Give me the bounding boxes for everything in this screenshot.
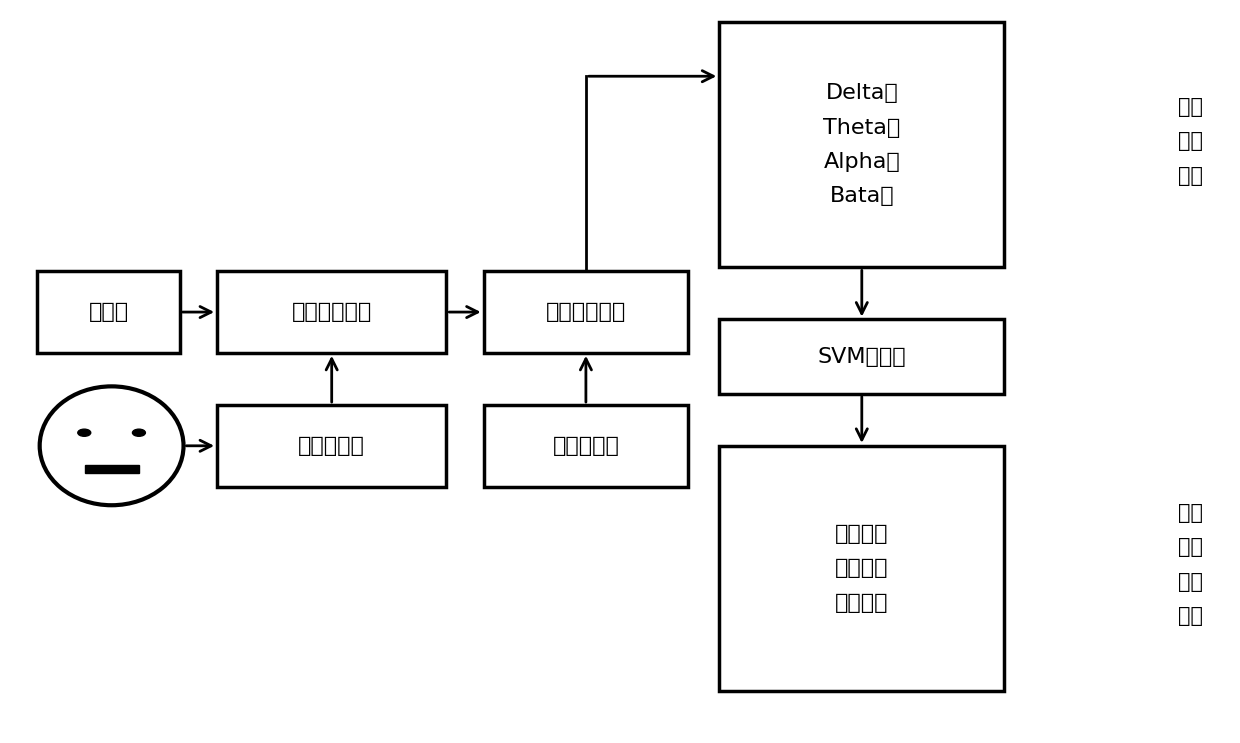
Bar xyxy=(484,405,688,487)
Bar xyxy=(217,405,446,487)
Text: 用户端: 用户端 xyxy=(88,302,129,322)
Ellipse shape xyxy=(40,386,184,505)
Ellipse shape xyxy=(133,429,145,436)
Bar xyxy=(719,319,1004,394)
Bar xyxy=(217,271,446,353)
Bar xyxy=(484,271,688,353)
Text: 脑电放大器: 脑电放大器 xyxy=(299,436,365,455)
Text: 脑电
信号
指标: 脑电 信号 指标 xyxy=(1178,97,1203,186)
Bar xyxy=(719,446,1004,691)
Text: SVM分类器: SVM分类器 xyxy=(817,347,906,366)
Text: 滤波、功率谱: 滤波、功率谱 xyxy=(546,302,626,322)
Text: 平静状态
应激状态
脱环状态: 平静状态 应激状态 脱环状态 xyxy=(835,524,889,613)
Bar xyxy=(84,465,139,473)
Ellipse shape xyxy=(78,429,91,436)
Text: Delta波
Theta波
Alpha波
Bata波: Delta波 Theta波 Alpha波 Bata波 xyxy=(823,83,900,207)
Bar xyxy=(719,22,1004,267)
Text: 认知
状态
识别
结果: 认知 状态 识别 结果 xyxy=(1178,503,1203,626)
Text: 处理分析器: 处理分析器 xyxy=(553,436,619,455)
Text: 脑电信号采集: 脑电信号采集 xyxy=(291,302,372,322)
Bar xyxy=(37,271,180,353)
